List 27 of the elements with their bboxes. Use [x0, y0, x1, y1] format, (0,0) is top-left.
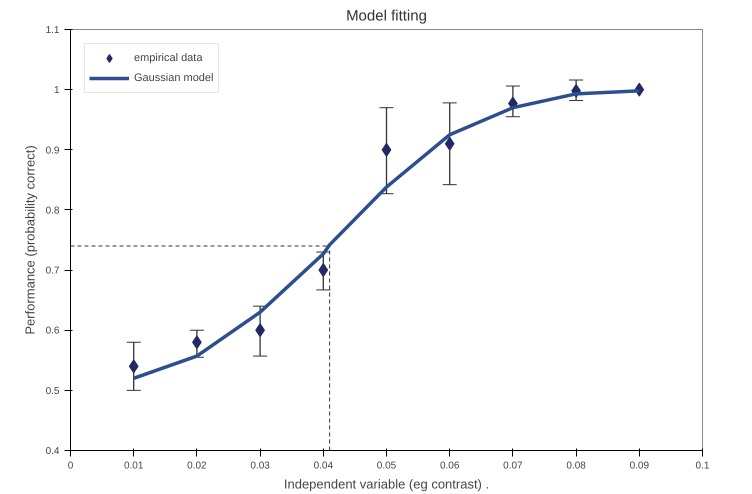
legend-label: Gaussian model: [134, 72, 214, 84]
chart-title: Model fitting: [346, 8, 427, 24]
y-tick-label: 0.6: [46, 326, 60, 337]
legend-label: empirical data: [134, 52, 202, 64]
x-tick-label: 0: [68, 460, 74, 472]
x-tick-label: 0.07: [503, 460, 524, 472]
point: [128, 359, 139, 374]
x-axis-title: Independent variable (eg contrast) .: [284, 476, 490, 492]
x-tick-label: 0.03: [250, 460, 270, 472]
point: [444, 136, 455, 151]
x-tick-label: 0.1: [696, 460, 710, 472]
point: [318, 263, 328, 278]
y-tick-label: 0.5: [46, 386, 60, 397]
x-tick-label: 0.04: [314, 460, 334, 472]
y-tick-label: 0.7: [46, 266, 60, 277]
x-tick-label: 0.02: [187, 460, 208, 472]
y-tick-label: 0.8: [46, 205, 60, 216]
y-axis-title: Performance (probability correct): [22, 145, 38, 335]
y-tick-label: 1.1: [46, 25, 60, 36]
y-tick-label: 0.9: [46, 145, 60, 156]
x-tick-label: 0.08: [566, 460, 586, 472]
x-tick-label: 0.01: [124, 460, 144, 472]
x-tick-label: 0.09: [630, 460, 650, 472]
x-tick-label: 0.05: [376, 460, 397, 472]
x-tick-label: 0.06: [440, 460, 460, 472]
y-tick-label: 1: [54, 85, 60, 96]
y-tick-label: 0.4: [46, 446, 60, 457]
